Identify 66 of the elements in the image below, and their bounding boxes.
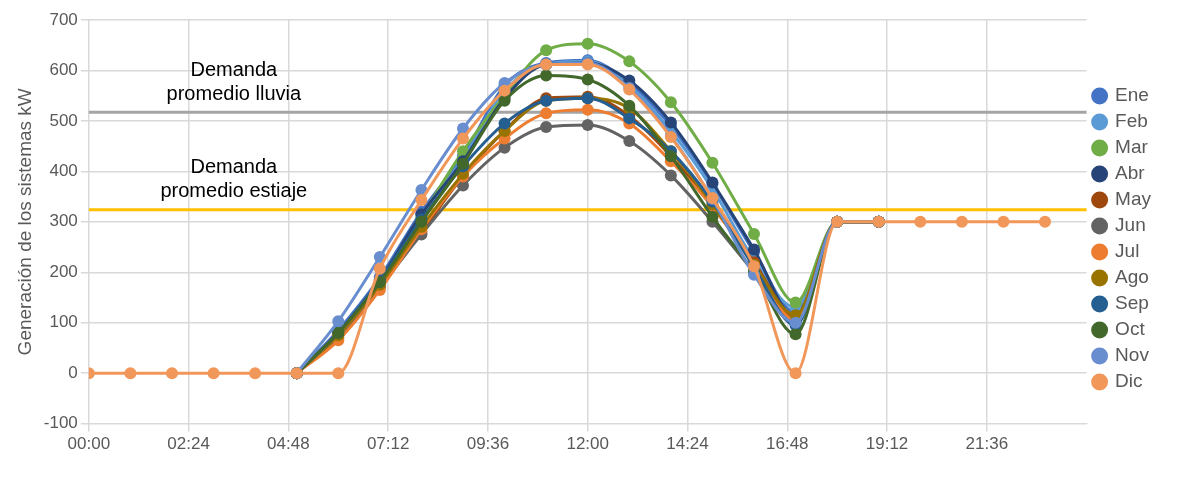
point bbox=[997, 215, 1010, 228]
point bbox=[789, 367, 802, 380]
point bbox=[789, 328, 802, 341]
x-tick-label: 02:24 bbox=[167, 434, 210, 454]
point bbox=[415, 194, 428, 207]
legend-label: Jun bbox=[1115, 214, 1146, 236]
y-tick-label: 0 bbox=[68, 362, 78, 382]
point bbox=[332, 367, 345, 380]
point bbox=[623, 55, 636, 68]
point bbox=[249, 367, 262, 380]
y-tick-label: 500 bbox=[49, 110, 78, 130]
x-tick-label: 16:48 bbox=[766, 434, 809, 454]
point bbox=[581, 73, 594, 86]
point bbox=[706, 156, 719, 169]
point bbox=[456, 132, 469, 145]
y-tick-label: 600 bbox=[49, 60, 78, 80]
legend-label: Jul bbox=[1115, 240, 1140, 262]
y-tick-label: -100 bbox=[43, 413, 78, 433]
point bbox=[581, 103, 594, 116]
point bbox=[165, 367, 178, 380]
point bbox=[664, 169, 677, 182]
point bbox=[706, 210, 719, 223]
x-tick-label: 00:00 bbox=[67, 434, 111, 454]
legend-label: Sep bbox=[1115, 292, 1149, 314]
point bbox=[540, 69, 553, 82]
point bbox=[373, 262, 386, 275]
y-tick-label: 100 bbox=[49, 312, 78, 332]
x-tick-label: 14:24 bbox=[666, 434, 709, 454]
legend-label: Ene bbox=[1115, 84, 1149, 106]
legend-label: May bbox=[1115, 188, 1152, 210]
y-tick-label: 200 bbox=[49, 261, 78, 281]
x-tick-label: 09:36 bbox=[466, 434, 510, 454]
ref-line-label: Demanda promedio estiaje bbox=[160, 155, 308, 202]
point bbox=[581, 37, 594, 50]
point bbox=[332, 315, 345, 328]
point bbox=[623, 135, 636, 148]
point bbox=[540, 107, 553, 120]
point bbox=[124, 367, 137, 380]
x-tick-label: 19:12 bbox=[865, 434, 909, 454]
point bbox=[748, 227, 761, 240]
point bbox=[664, 96, 677, 109]
point bbox=[540, 120, 553, 133]
legend-label: Dic bbox=[1115, 370, 1143, 392]
legend-label: Mar bbox=[1115, 136, 1149, 158]
y-tick-label: 300 bbox=[49, 211, 78, 231]
point bbox=[498, 117, 511, 130]
legend-label: Feb bbox=[1115, 110, 1148, 132]
legend-label: Nov bbox=[1115, 344, 1150, 366]
point bbox=[955, 215, 968, 228]
x-tick-label: 12:00 bbox=[566, 434, 609, 454]
ref-line-label: Demanda promedio lluvia bbox=[166, 57, 302, 104]
y-tick-label: 700 bbox=[49, 9, 78, 29]
point bbox=[540, 44, 553, 57]
y-tick-label: 400 bbox=[49, 161, 78, 181]
legend-label: Abr bbox=[1115, 162, 1146, 184]
x-tick-label: 07:12 bbox=[366, 434, 410, 454]
point bbox=[207, 367, 220, 380]
y-axis-title: Generación de los sistemas kW bbox=[13, 88, 35, 356]
point bbox=[914, 215, 927, 228]
legend-label: Oct bbox=[1115, 318, 1146, 340]
point bbox=[581, 118, 594, 131]
legend-label: Ago bbox=[1115, 266, 1149, 288]
x-tick-label: 21:36 bbox=[965, 434, 1009, 454]
x-tick-label: 04:48 bbox=[267, 434, 310, 454]
point bbox=[1039, 215, 1052, 228]
point bbox=[789, 296, 802, 309]
